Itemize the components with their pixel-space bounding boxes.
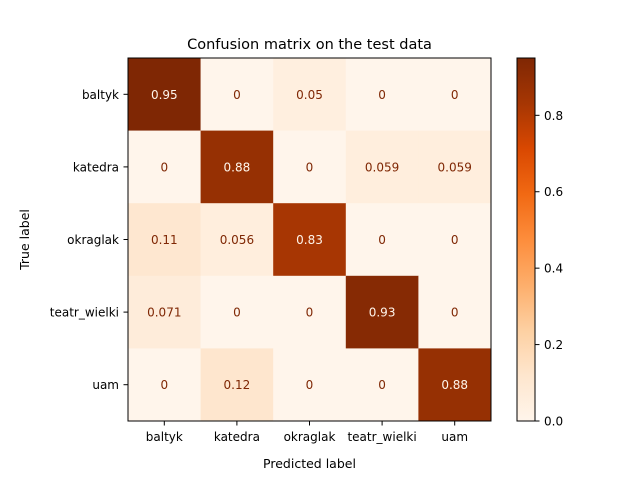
heatmap-cell: [418, 348, 492, 422]
colorbar-tick-label: 0.8: [544, 109, 563, 123]
cell-value-label: 0.071: [147, 306, 181, 320]
cell-value-label: 0.95: [151, 88, 178, 102]
heatmap-cell: [345, 275, 419, 349]
heatmap-cell: [418, 203, 492, 277]
colorbar-tick-label: 0.0: [544, 415, 563, 429]
heatmap-cell: [200, 203, 274, 277]
heatmap-cells: [128, 58, 492, 422]
cell-value-label: 0: [451, 233, 459, 247]
heatmap-cell: [128, 130, 201, 204]
heatmap-cell: [273, 130, 347, 204]
heatmap-cell: [200, 58, 274, 131]
cell-value-label: 0: [378, 88, 386, 102]
x-tick-label: katedra: [214, 430, 260, 444]
heatmap-cell: [200, 130, 274, 204]
x-tick-label: baltyk: [146, 430, 183, 444]
cell-value-label: 0: [378, 378, 386, 392]
heatmap-cell: [418, 275, 492, 349]
heatmap-cell: [345, 130, 419, 204]
chart-title: Confusion matrix on the test data: [187, 37, 432, 53]
cell-value-label: 0.056: [220, 233, 254, 247]
heatmap-cell: [345, 203, 419, 277]
x-tick-label: uam: [441, 430, 468, 444]
colorbar: [516, 57, 536, 422]
colorbar-tick-label: 0.6: [544, 185, 563, 199]
cell-value-label: 0: [378, 233, 386, 247]
heatmap-cell: [128, 275, 201, 349]
cell-value-label: 0.83: [296, 233, 323, 247]
y-tick-label: okraglak: [67, 233, 119, 247]
heatmap-cell: [128, 203, 201, 277]
cell-value-label: 0: [451, 306, 459, 320]
cell-value-label: 0: [306, 378, 314, 392]
y-tick-label: katedra: [73, 160, 119, 174]
heatmap-cell: [273, 348, 347, 422]
colorbar-ticks: 0.0 0.2 0.4 0.6 0.8: [535, 109, 563, 429]
heatmap-cell: [273, 58, 347, 131]
y-tick-label: uam: [92, 378, 119, 392]
y-tick-label: baltyk: [82, 88, 119, 102]
cell-value-label: 0.059: [365, 160, 399, 174]
heatmap-cell: [418, 130, 492, 204]
cell-value-label: 0: [160, 160, 168, 174]
heatmap-cell: [128, 348, 201, 422]
cell-value-label: 0.05: [296, 88, 323, 102]
cell-value-label: 0.93: [369, 306, 396, 320]
heatmap-cell: [418, 58, 492, 131]
cell-value-label: 0.88: [441, 378, 468, 392]
y-tick-label: teatr_wielki: [50, 306, 119, 320]
heatmap-cell: [200, 348, 274, 422]
cell-value-label: 0: [451, 88, 459, 102]
x-tick-label: teatr_wielki: [347, 430, 416, 444]
cell-value-label: 0: [160, 378, 168, 392]
cell-value-label: 0: [233, 306, 241, 320]
cell-value-label: 0: [233, 88, 241, 102]
heatmap-cell: [345, 348, 419, 422]
colorbar-tick-label: 0.2: [544, 338, 563, 352]
cell-value-label: 0.12: [224, 378, 251, 392]
cell-value-label: 0: [306, 306, 314, 320]
x-axis-label: Predicted label: [263, 456, 356, 471]
colorbar-tick-label: 0.4: [544, 262, 563, 276]
heatmap-cell: [128, 58, 201, 131]
y-axis-label: True label: [17, 209, 32, 271]
x-tick-label: okraglak: [284, 430, 336, 444]
heatmap-cell: [200, 275, 274, 349]
cell-value-label: 0.11: [151, 233, 178, 247]
cell-value-label: 0.059: [438, 160, 472, 174]
cell-value-label: 0.88: [224, 160, 251, 174]
heatmap-cell: [273, 275, 347, 349]
cell-value-label: 0: [306, 160, 314, 174]
heatmap-cell: [345, 58, 419, 131]
x-axis-ticks: baltyk katedra okraglak teatr_wielki uam: [146, 421, 468, 444]
heatmap-cell-labels: 0.95 0 0.05 0 0 0 0.88 0 0.059 0.059 0.11 0.056 0.83…: [147, 88, 472, 392]
heatmap-cell: [273, 203, 347, 277]
